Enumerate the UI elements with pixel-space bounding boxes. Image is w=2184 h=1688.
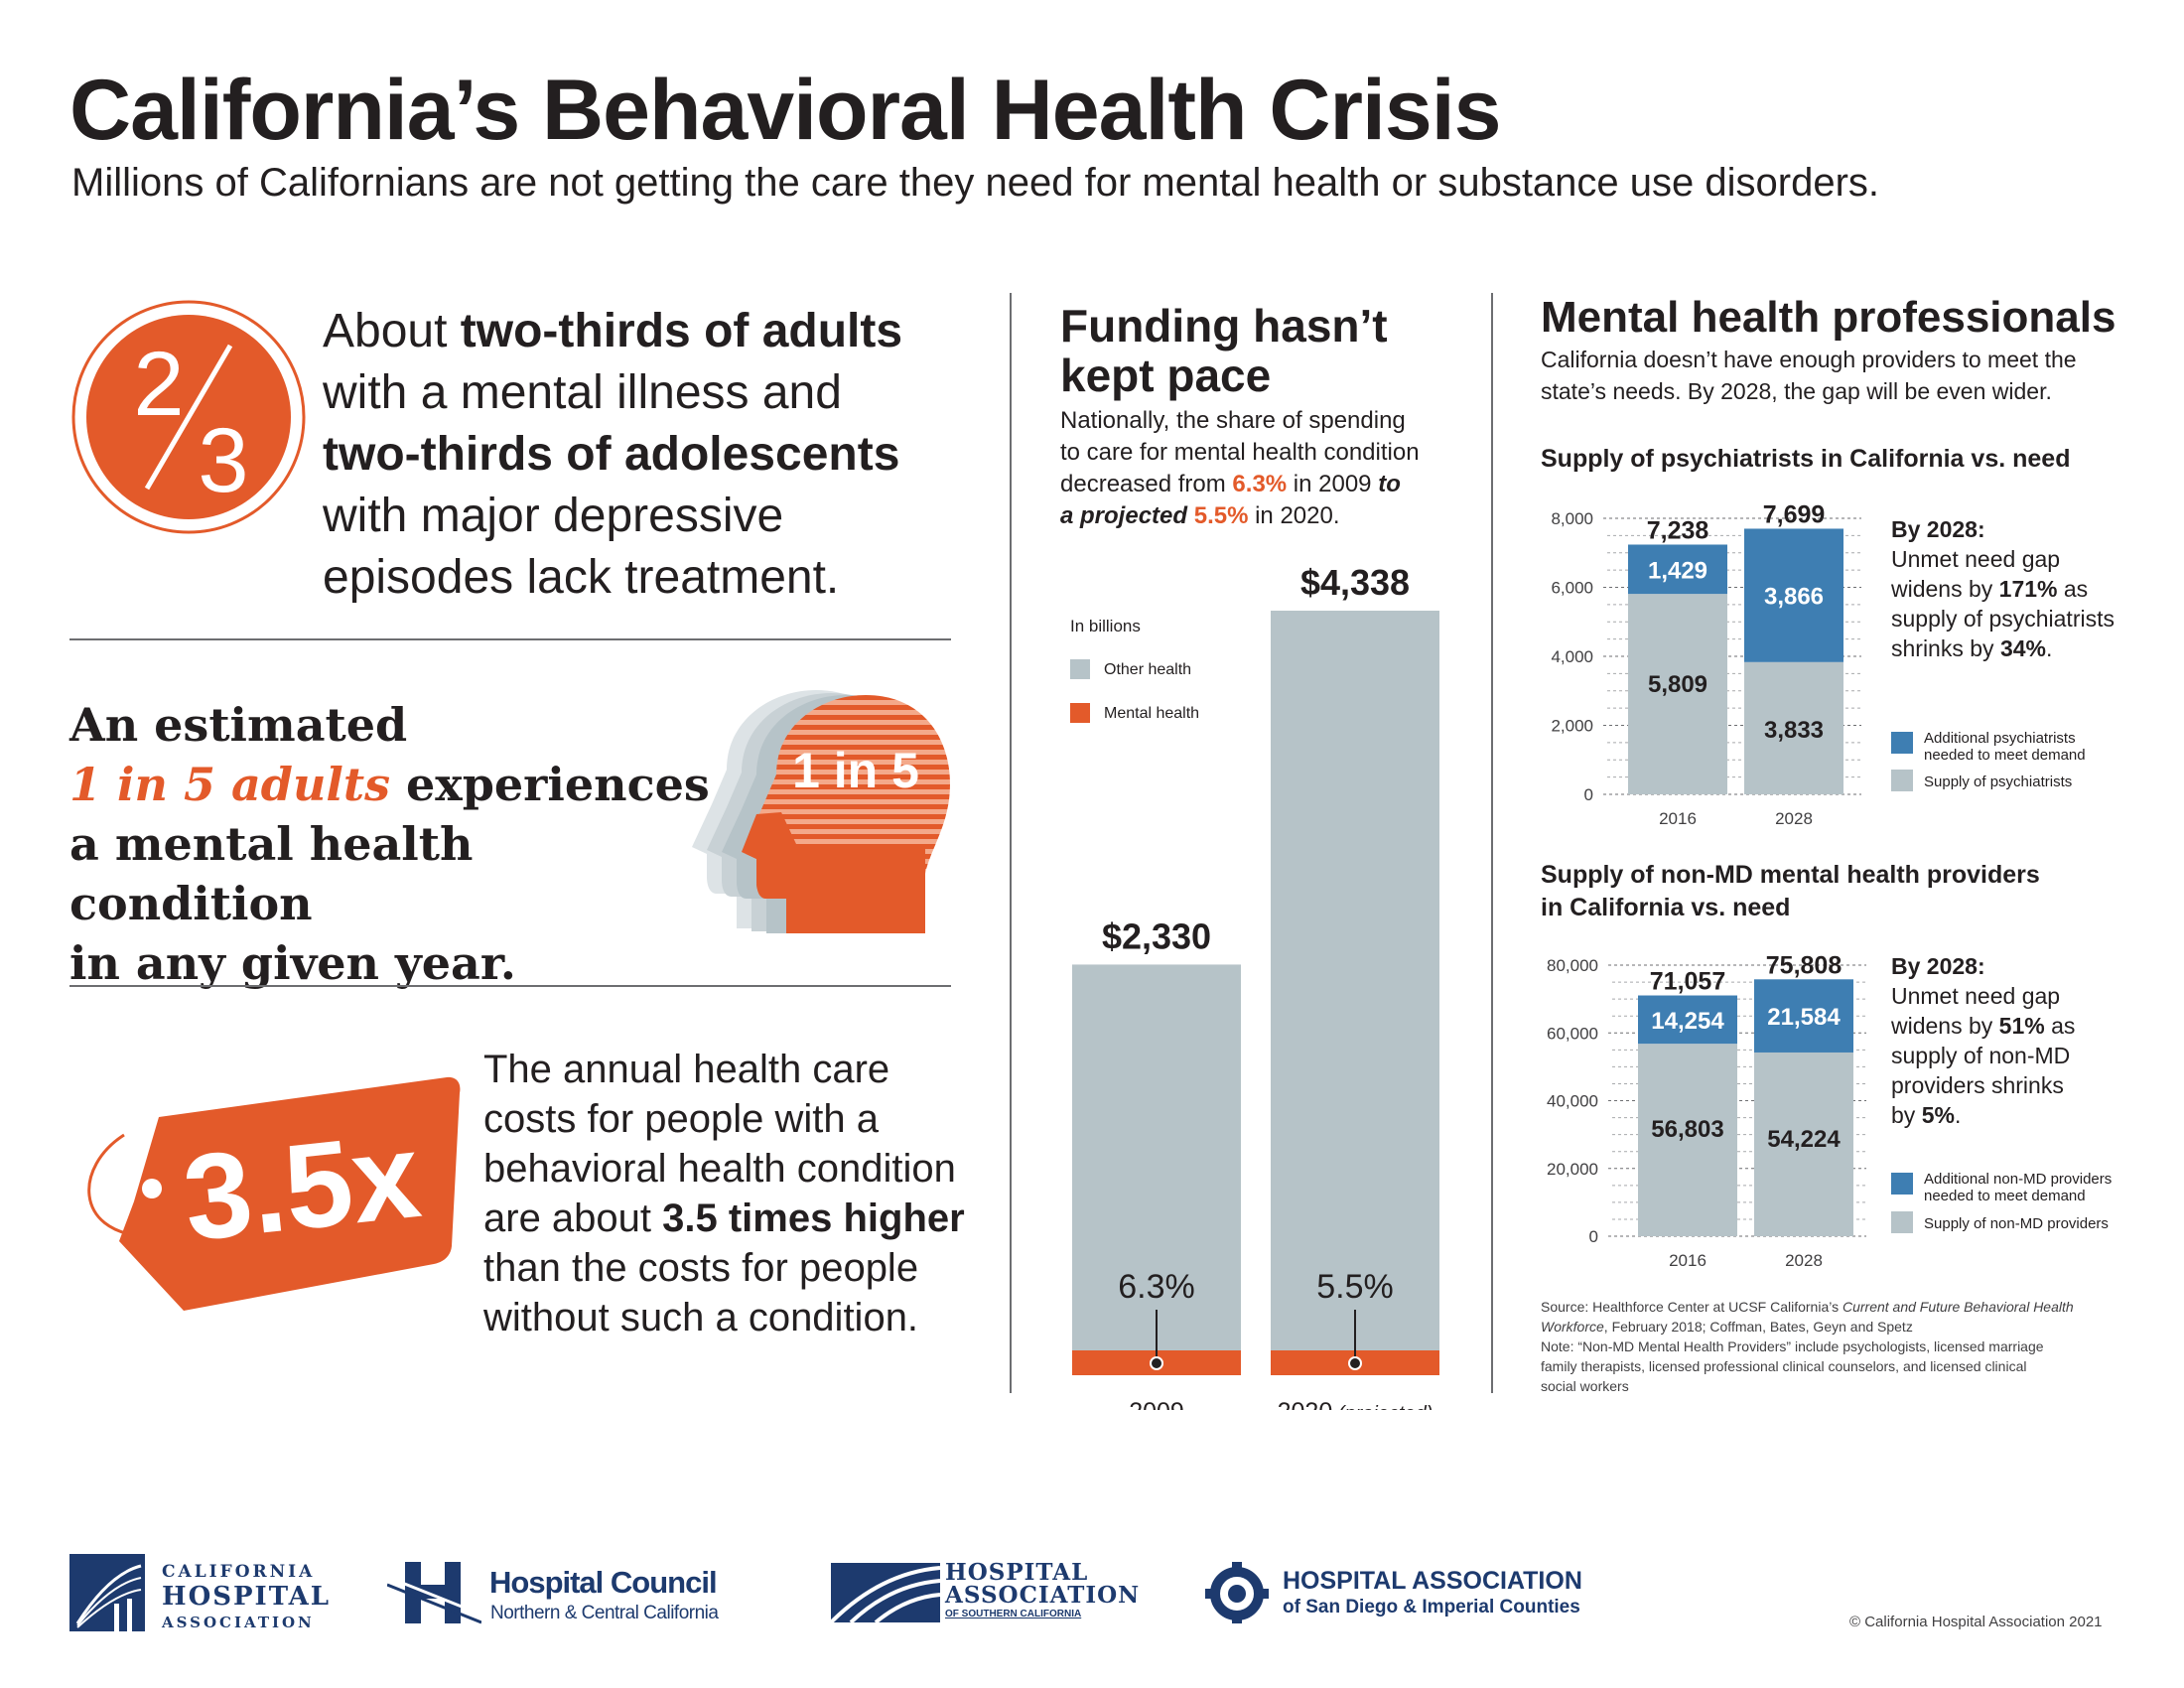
cha-logo: CALIFORNIA HOSPITAL ASSOCIATION bbox=[69, 1554, 329, 1633]
y-tick-label: 8,000 bbox=[1551, 509, 1593, 528]
cha-logo-icon bbox=[69, 1554, 145, 1631]
bar-other-health bbox=[1072, 964, 1241, 1350]
two-thirds-circle-icon: 2 3 bbox=[71, 300, 306, 534]
funding-chart: $2,330 6.3% 2009 $4,338 5.5% 2020 (projected) bbox=[1072, 562, 1439, 1410]
legend-swatch-supply bbox=[1891, 1211, 1913, 1233]
y-tick-label: 0 bbox=[1589, 1227, 1598, 1246]
bar-total-label: $2,330 bbox=[1102, 915, 1211, 956]
divider bbox=[69, 985, 951, 987]
x-tick-label: 2020 (projected) bbox=[1278, 1398, 1433, 1410]
hasdic-logo: HOSPITAL ASSOCIATION of San Diego & Impe… bbox=[1203, 1557, 1620, 1631]
nonmd-note: By 2028: Unmet need gap widens by 51% as… bbox=[1891, 953, 2076, 1128]
bar-other-health bbox=[1271, 611, 1439, 1350]
hospital-council-logo-icon bbox=[387, 1562, 481, 1624]
column-divider bbox=[1010, 293, 1012, 1393]
psychiatrists-chart: 0 2,000 4,000 6,000 8,000 7,238 1,429 5,809 2016… bbox=[1551, 500, 1861, 828]
psych-legend-supply: Supply of psychiatrists bbox=[1924, 774, 2073, 790]
column-divider bbox=[1491, 293, 1493, 1393]
tag-value: 3.5x bbox=[178, 1107, 426, 1266]
hospital-council-logo: Hospital Council Northern & Central Cali… bbox=[387, 1557, 745, 1631]
y-tick-label: 4,000 bbox=[1551, 647, 1593, 666]
x-tick-label: 2028 bbox=[1785, 1251, 1823, 1270]
nonmd-legend-gap: Additional non-MD providers needed to mee… bbox=[1924, 1171, 2113, 1204]
one-in-five-badge: 1 in 5 bbox=[792, 743, 919, 798]
bar-total-label: $4,338 bbox=[1300, 562, 1410, 603]
legend-other-label: Other health bbox=[1104, 661, 1192, 678]
nonmd-chart: 0 20,000 40,000 60,000 80,000 71,057 14,254 56,… bbox=[1547, 951, 1866, 1270]
x-tick-label: 2016 bbox=[1659, 809, 1697, 828]
y-tick-label: 0 bbox=[1584, 785, 1593, 804]
legend-swatch-supply bbox=[1891, 770, 1913, 791]
bar-supply-label: 3,833 bbox=[1764, 717, 1824, 744]
share-pointer-dot bbox=[1150, 1356, 1163, 1370]
y-tick-label: 60,000 bbox=[1547, 1024, 1598, 1043]
bar-supply bbox=[1628, 594, 1727, 794]
bar-supply bbox=[1638, 1044, 1737, 1236]
legend-mental-label: Mental health bbox=[1104, 705, 1200, 722]
x-tick-label: 2028 bbox=[1775, 809, 1813, 828]
bar-total-label: 75,808 bbox=[1766, 951, 1843, 979]
bar-supply-label: 56,803 bbox=[1651, 1116, 1723, 1143]
mental-share-label: 6.3% bbox=[1118, 1268, 1195, 1306]
psych-chart-title: Supply of psychiatrists in California vs… bbox=[1541, 445, 2071, 473]
bar-supply-label: 5,809 bbox=[1648, 671, 1707, 698]
y-tick-label: 80,000 bbox=[1547, 956, 1598, 975]
mental-share-label: 5.5% bbox=[1316, 1268, 1394, 1306]
bar-gap bbox=[1744, 528, 1843, 662]
bar-total-label: 7,699 bbox=[1763, 500, 1826, 528]
bar-supply bbox=[1744, 661, 1843, 794]
share-pointer-dot bbox=[1348, 1356, 1362, 1370]
bar-gap-label: 14,254 bbox=[1651, 1008, 1724, 1035]
hasdic-star-icon bbox=[1205, 1562, 1269, 1623]
bar-supply bbox=[1754, 1052, 1853, 1236]
bar-gap bbox=[1628, 544, 1727, 595]
legend-swatch-gap bbox=[1891, 732, 1913, 754]
hasc-logo: HOSPITAL ASSOCIATION OF SOUTHERN CALIFOR… bbox=[831, 1557, 1139, 1631]
bar-gap-label: 1,429 bbox=[1648, 557, 1707, 584]
fraction-denominator: 3 bbox=[198, 410, 248, 511]
nonmd-legend-supply: Supply of non-MD providers bbox=[1924, 1215, 2109, 1232]
legend-swatch-other bbox=[1070, 659, 1090, 679]
y-tick-label: 6,000 bbox=[1551, 579, 1593, 598]
page-subtitle: Millions of Californians are not getting… bbox=[71, 161, 1880, 205]
bar-total-label: 7,238 bbox=[1647, 516, 1709, 544]
y-tick-label: 2,000 bbox=[1551, 717, 1593, 736]
page-title: California’s Behavioral Health Crisis bbox=[69, 63, 1501, 158]
stat2-text: An estimated 1 in 5 adults experiences a… bbox=[69, 698, 710, 990]
psych-legend-gap: Additional psychiatrists needed to meet d… bbox=[1924, 730, 2086, 764]
x-tick-label: 2016 bbox=[1669, 1251, 1706, 1270]
y-tick-label: 40,000 bbox=[1547, 1092, 1598, 1111]
bar-gap-label: 21,584 bbox=[1767, 1004, 1841, 1031]
bar-supply-label: 54,224 bbox=[1767, 1126, 1841, 1153]
fraction-numerator: 2 bbox=[133, 334, 184, 435]
legend-swatch-mental bbox=[1070, 703, 1090, 723]
nonmd-chart-title: Supply of non-MD mental health providers… bbox=[1541, 861, 2040, 921]
source-note: Source: Healthforce Center at UCSF Calif… bbox=[1541, 1299, 2074, 1394]
hasc-logo-icon bbox=[831, 1563, 940, 1622]
bar-gap bbox=[1754, 979, 1853, 1053]
x-tick-label: 2009 bbox=[1129, 1398, 1184, 1410]
mhp-description: California doesn’t have enough providers… bbox=[1541, 347, 2077, 404]
price-tag-icon: 3.5x bbox=[87, 1076, 461, 1311]
funding-heading: Funding hasn’t kept pace bbox=[1060, 300, 1388, 401]
mhp-heading: Mental health professionals bbox=[1541, 293, 2116, 342]
psych-note: By 2028: Unmet need gap widens by 171% a… bbox=[1891, 516, 2115, 661]
divider bbox=[69, 638, 951, 640]
copyright: © California Hospital Association 2021 bbox=[1849, 1614, 2103, 1630]
heads-icon: 1 in 5 bbox=[692, 690, 950, 933]
funding-description: Nationally, the share of spending to car… bbox=[1060, 407, 1420, 529]
legend-swatch-gap bbox=[1891, 1173, 1913, 1195]
y-tick-label: 20,000 bbox=[1547, 1160, 1598, 1179]
stat3-text: The annual health care costs for people … bbox=[483, 1048, 965, 1339]
bar-gap-label: 3,866 bbox=[1764, 584, 1824, 611]
bar-gap bbox=[1638, 995, 1737, 1045]
funding-legend-title: In billions bbox=[1070, 617, 1141, 635]
stat1-text: About two-thirds of adults with a mental… bbox=[323, 305, 903, 604]
bar-total-label: 71,057 bbox=[1650, 968, 1725, 996]
